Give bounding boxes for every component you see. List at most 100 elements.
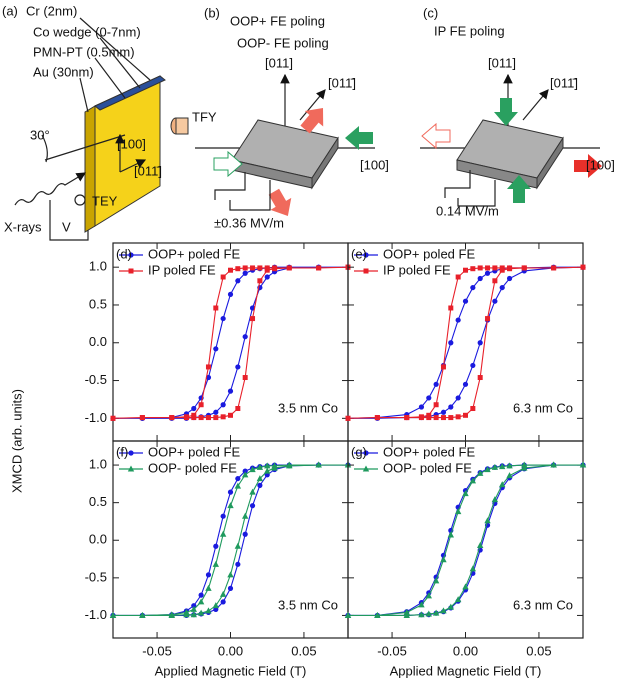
data-point (506, 472, 513, 479)
data-point (448, 340, 454, 346)
data-point (235, 278, 241, 284)
data-point (344, 611, 352, 618)
data-point (212, 602, 220, 609)
leader (94, 57, 126, 99)
data-point (418, 404, 425, 410)
data-point (507, 266, 513, 272)
data-point (485, 316, 491, 322)
series-line (348, 464, 583, 616)
data-point (499, 481, 506, 488)
data-point (197, 598, 205, 605)
data-point (462, 298, 469, 304)
x-tick-label: -0.05 (142, 643, 172, 658)
series-line (113, 464, 348, 616)
xray-beam (14, 172, 87, 206)
data-point (198, 592, 204, 598)
data-point (168, 611, 175, 618)
y-axis-label: XMCD (arb. units) (9, 389, 24, 493)
direction-label: [011̄] (328, 75, 356, 90)
data-point (433, 402, 439, 408)
annotation: 3.5 nm Co (278, 597, 338, 612)
data-point (463, 412, 468, 418)
data-point (220, 315, 226, 322)
data-point (197, 609, 205, 616)
beam-axis (44, 134, 126, 161)
data-point (426, 415, 432, 421)
series-line (347, 266, 584, 419)
data-point (440, 556, 447, 563)
data-point (234, 542, 242, 549)
data-point (110, 415, 116, 421)
data-point (440, 364, 446, 370)
data-point (264, 274, 270, 280)
data-point (169, 415, 175, 421)
data-point (271, 464, 278, 471)
data-point (219, 530, 227, 537)
series-line (112, 266, 349, 419)
data-point (448, 404, 454, 410)
direction-label: [100] (586, 157, 615, 172)
data-point (264, 467, 271, 474)
data-point (440, 607, 447, 614)
data-point (551, 265, 557, 271)
data-point (249, 466, 256, 473)
data-point (363, 252, 369, 258)
data-point (425, 592, 432, 599)
diagram-b: (b) OOP+ FE poling OOP- FE poling [011] … (195, 5, 389, 230)
data-point (499, 463, 506, 470)
poling-arrow (421, 123, 451, 149)
data-point (477, 275, 483, 282)
circuit (214, 172, 271, 211)
data-point (345, 415, 351, 421)
annotation: 6.3 nm Co (513, 400, 573, 415)
data-point (190, 605, 197, 612)
data-point (476, 469, 484, 476)
data-point (198, 415, 204, 421)
data-point (235, 475, 241, 482)
data-point (227, 571, 234, 578)
axis-arrow (299, 89, 326, 121)
data-point (404, 415, 410, 421)
data-point (227, 388, 234, 394)
data-point (220, 513, 226, 519)
panel-label: (f) (116, 444, 128, 459)
data-point (455, 274, 461, 280)
data-point (286, 462, 293, 469)
data-point (183, 415, 189, 421)
data-point (128, 268, 134, 274)
layer-label: Cr (2nm) (26, 3, 77, 18)
ammeter (74, 194, 86, 206)
data-point (363, 450, 369, 456)
data-point (432, 609, 440, 616)
data-point (256, 475, 264, 482)
data-point (249, 488, 256, 495)
data-point (484, 270, 491, 276)
panel-label: (a) (2, 3, 18, 18)
data-point (286, 265, 292, 271)
x-axis-label: Applied Magnetic Field (T) (155, 663, 307, 678)
data-point (469, 565, 477, 572)
direction-label: [011] (488, 55, 516, 70)
legend-label: OOP+ poled FE (383, 246, 475, 261)
data-point (440, 409, 447, 415)
data-point (272, 266, 278, 272)
data-point (205, 364, 211, 370)
data-point (242, 265, 248, 271)
y-tick-label: -0.5 (85, 569, 107, 584)
data-point (403, 611, 410, 618)
data-point (462, 381, 469, 387)
data-point (499, 267, 505, 273)
data-point (228, 267, 233, 273)
angle-label: 30° (30, 127, 50, 142)
data-point (454, 596, 462, 603)
data-point (242, 468, 248, 474)
data-point (205, 572, 212, 578)
y-tick-label: 0.0 (89, 532, 107, 547)
data-point (492, 298, 498, 304)
y-tick-label: 0.5 (89, 494, 107, 509)
y-tick-label: -1.0 (85, 607, 107, 622)
data-point (227, 489, 234, 495)
data-point (484, 517, 491, 524)
data-point (235, 266, 241, 272)
data-point (235, 406, 241, 412)
